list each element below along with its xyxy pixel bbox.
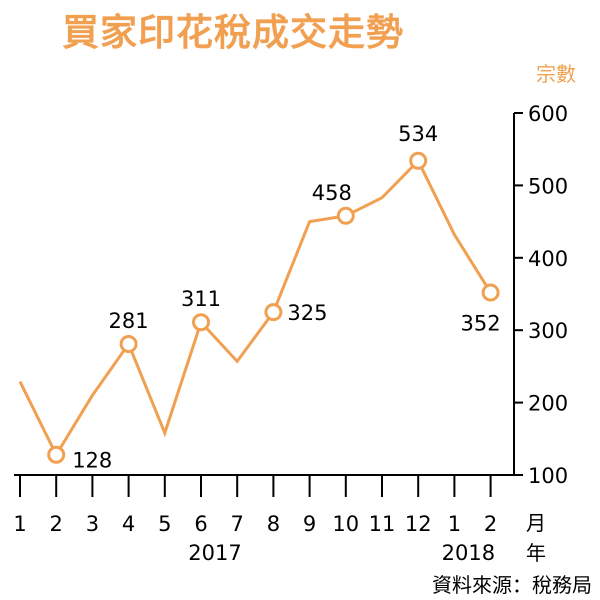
y-tick-label-300: 300 [528, 319, 568, 343]
source-note: 資料來源：稅務局 [432, 573, 592, 597]
data-label-3: 281 [109, 309, 149, 333]
data-label-13: 352 [461, 312, 501, 336]
x-unit-year: 年 [526, 541, 546, 565]
y-tick-label-600: 600 [528, 102, 568, 126]
data-point-3 [119, 334, 138, 353]
data-label-11: 534 [398, 122, 438, 146]
y-tick-label-500: 500 [528, 174, 568, 198]
data-point-11 [409, 151, 428, 170]
data-label-5: 311 [181, 287, 221, 311]
chart-title: 買家印花稅成交走勢 [62, 11, 404, 54]
x-tick-label-9: 10 [332, 512, 359, 536]
x-tick-label-10: 11 [369, 512, 396, 536]
x-tick-label-3: 4 [122, 512, 135, 536]
x-tick-label-11: 12 [405, 512, 432, 536]
x-unit-month: 月 [526, 511, 546, 535]
data-label-1: 128 [72, 449, 112, 473]
x-tick-label-7: 8 [267, 512, 280, 536]
data-point-7 [264, 303, 283, 322]
data-label-9: 458 [312, 181, 352, 205]
x-tick-label-12: 1 [448, 512, 461, 536]
x-tick-label-2: 3 [86, 512, 99, 536]
x-tick-label-8: 9 [303, 512, 316, 536]
x-tick-label-1: 2 [50, 512, 63, 536]
year-label-2017: 2017 [188, 541, 241, 565]
x-tick-label-6: 7 [231, 512, 244, 536]
series-line [18, 158, 492, 458]
y-axis-unit-label: 宗數 [536, 62, 576, 86]
data-point-13 [481, 283, 500, 302]
x-tick-label-0: 1 [13, 512, 26, 536]
x-tick-label-13: 2 [484, 512, 497, 536]
y-tick-label-400: 400 [528, 247, 568, 271]
x-tick-label-5: 6 [194, 512, 207, 536]
data-point-1 [47, 445, 66, 464]
data-point-5 [192, 313, 210, 332]
y-tick-label-100: 100 [528, 464, 568, 488]
x-tick-label-4: 5 [158, 512, 171, 536]
data-label-7: 325 [287, 301, 327, 325]
y-tick-label-200: 200 [528, 392, 568, 416]
year-label-2018: 2018 [442, 541, 495, 565]
data-point-9 [336, 206, 355, 225]
